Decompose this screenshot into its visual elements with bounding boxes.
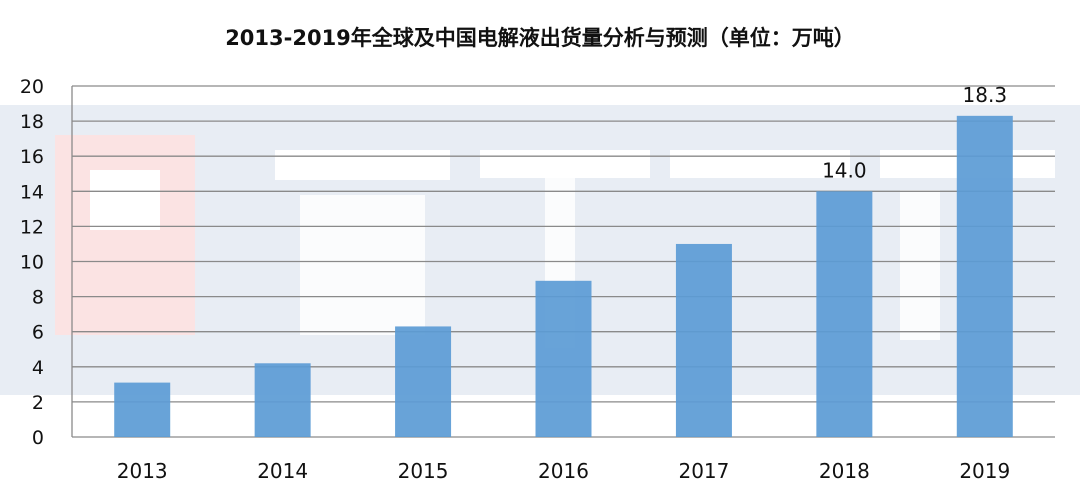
x-tick-label: 2018 <box>819 459 870 483</box>
x-tick-label: 2019 <box>959 459 1010 483</box>
y-tick-label: 12 <box>20 216 44 238</box>
watermark-glyph-stroke <box>300 195 425 335</box>
y-tick-label: 6 <box>32 322 44 344</box>
y-tick-label: 8 <box>32 287 44 309</box>
y-tick-label: 4 <box>32 357 44 379</box>
y-tick-label: 18 <box>20 111 44 133</box>
y-tick-label: 10 <box>20 252 44 274</box>
watermark-glyph-stroke <box>900 190 940 340</box>
bar-2019 <box>956 115 1013 438</box>
y-tick-label: 14 <box>20 181 44 203</box>
x-tick-label: 2015 <box>398 459 449 483</box>
y-tick-label: 16 <box>20 146 44 168</box>
x-tick-label: 2016 <box>538 459 589 483</box>
y-tick-label: 2 <box>32 392 44 414</box>
bar-2014 <box>254 363 311 437</box>
chart-title: 2013-2019年全球及中国电解液出货量分析与预测（单位：万吨） <box>225 26 855 50</box>
bar-2018 <box>816 191 873 437</box>
bar-2017 <box>675 243 732 437</box>
y-tick-label: 0 <box>32 427 44 449</box>
watermark-logo <box>55 135 195 335</box>
watermark-glyph-stroke <box>670 150 850 178</box>
bar-2015 <box>395 326 452 437</box>
x-tick-label: 2017 <box>678 459 729 483</box>
watermark-logo-inner <box>90 170 160 230</box>
bar-2016 <box>535 280 592 437</box>
x-tick-label: 2013 <box>117 459 168 483</box>
data-label: 14.0 <box>822 158 867 182</box>
data-label: 18.3 <box>963 83 1008 107</box>
y-tick-label: 20 <box>20 76 44 98</box>
x-tick-label: 2014 <box>257 459 308 483</box>
watermark-glyph-stroke <box>275 150 450 180</box>
watermark-glyph-stroke <box>480 150 650 178</box>
bar-2013 <box>114 382 171 437</box>
